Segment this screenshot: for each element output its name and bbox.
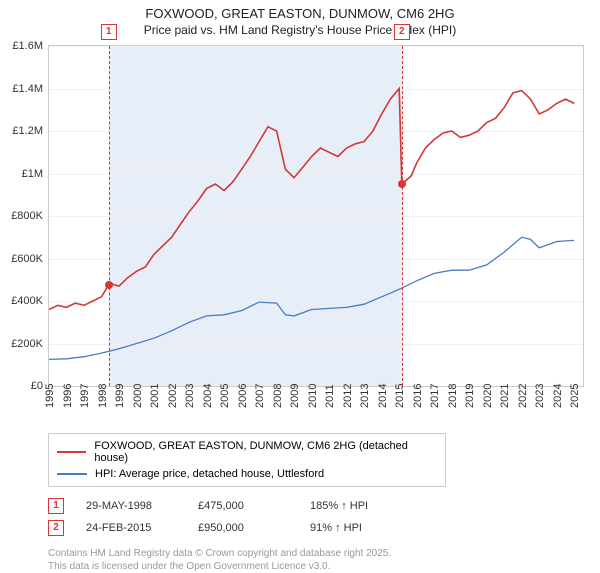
title-main: FOXWOOD, GREAT EASTON, DUNMOW, CM6 2HG (0, 6, 600, 21)
legend-swatch (57, 451, 86, 453)
x-axis-label: 1995 (44, 384, 56, 408)
event-num-box: 1 (48, 498, 64, 514)
event-num-box: 2 (48, 520, 64, 536)
event-vline (402, 46, 403, 386)
x-axis-label: 2019 (464, 384, 476, 408)
x-axis-label: 2009 (289, 384, 301, 408)
y-axis-label: £0 (0, 380, 43, 392)
x-axis-label: 2022 (517, 384, 529, 408)
x-axis-label: 2011 (324, 384, 336, 408)
y-axis-label: £1.2M (0, 125, 43, 137)
x-axis-label: 2020 (482, 384, 494, 408)
chart-svg (49, 46, 583, 386)
event-price: £475,000 (198, 500, 288, 512)
x-axis-label: 2025 (569, 384, 581, 408)
series-property (49, 89, 574, 310)
x-axis-label: 2002 (167, 384, 179, 408)
x-axis-label: 2018 (447, 384, 459, 408)
legend-swatch (57, 473, 87, 475)
event-dot (398, 180, 406, 188)
x-axis-label: 2005 (219, 384, 231, 408)
x-axis-label: 2024 (552, 384, 564, 408)
event-marker-box: 2 (394, 24, 410, 40)
y-axis-label: £800K (0, 210, 43, 222)
y-axis-label: £400K (0, 295, 43, 307)
event-row: 2 24-FEB-2015 £950,000 91% ↑ HPI (48, 517, 600, 539)
x-axis-label: 2014 (377, 384, 389, 408)
x-axis-label: 2007 (254, 384, 266, 408)
footer-line1: Contains HM Land Registry data © Crown c… (48, 547, 600, 560)
series-hpi (49, 237, 574, 359)
event-dot (105, 281, 113, 289)
y-axis-label: £600K (0, 253, 43, 265)
x-axis-label: 2003 (184, 384, 196, 408)
legend-row: HPI: Average price, detached house, Uttl… (57, 466, 437, 482)
x-axis-label: 2008 (272, 384, 284, 408)
chart-area: £0£200K£400K£600K£800K£1M£1.2M£1.4M£1.6M… (48, 45, 584, 387)
legend-label: FOXWOOD, GREAT EASTON, DUNMOW, CM6 2HG (… (94, 440, 437, 464)
x-axis-label: 2012 (342, 384, 354, 408)
y-axis-label: £200K (0, 338, 43, 350)
x-axis-label: 2017 (429, 384, 441, 408)
chart-container: FOXWOOD, GREAT EASTON, DUNMOW, CM6 2HG P… (0, 0, 600, 560)
event-date: 29-MAY-1998 (86, 500, 176, 512)
event-price: £950,000 (198, 522, 288, 534)
x-axis-label: 2001 (149, 384, 161, 408)
event-row: 1 29-MAY-1998 £475,000 185% ↑ HPI (48, 495, 600, 517)
x-axis-label: 2013 (359, 384, 371, 408)
x-axis-label: 2021 (499, 384, 511, 408)
x-axis-label: 1999 (114, 384, 126, 408)
events-table: 1 29-MAY-1998 £475,000 185% ↑ HPI 2 24-FEB-20… (48, 495, 600, 539)
x-axis-label: 2000 (132, 384, 144, 408)
footer-line2: This data is licensed under the Open Gov… (48, 560, 600, 573)
title-sub: Price paid vs. HM Land Registry's House … (0, 23, 600, 37)
legend: FOXWOOD, GREAT EASTON, DUNMOW, CM6 2HG (… (48, 433, 446, 487)
legend-row: FOXWOOD, GREAT EASTON, DUNMOW, CM6 2HG (… (57, 438, 437, 466)
x-axis-label: 2023 (534, 384, 546, 408)
x-axis-label: 1997 (79, 384, 91, 408)
event-date: 24-FEB-2015 (86, 522, 176, 534)
y-axis-label: £1M (0, 168, 43, 180)
x-axis-label: 2016 (412, 384, 424, 408)
x-axis-label: 2006 (237, 384, 249, 408)
x-axis-label: 2004 (202, 384, 214, 408)
legend-label: HPI: Average price, detached house, Uttl… (95, 468, 324, 480)
y-axis-label: £1.6M (0, 40, 43, 52)
footer: Contains HM Land Registry data © Crown c… (48, 547, 600, 573)
event-change: 185% ↑ HPI (310, 500, 400, 512)
x-axis-label: 1998 (97, 384, 109, 408)
event-vline (109, 46, 110, 386)
x-axis-label: 1996 (62, 384, 74, 408)
x-axis-label: 2015 (394, 384, 406, 408)
event-marker-box: 1 (101, 24, 117, 40)
title-block: FOXWOOD, GREAT EASTON, DUNMOW, CM6 2HG P… (0, 0, 600, 37)
y-axis-label: £1.4M (0, 83, 43, 95)
event-change: 91% ↑ HPI (310, 522, 400, 534)
x-axis-label: 2010 (307, 384, 319, 408)
